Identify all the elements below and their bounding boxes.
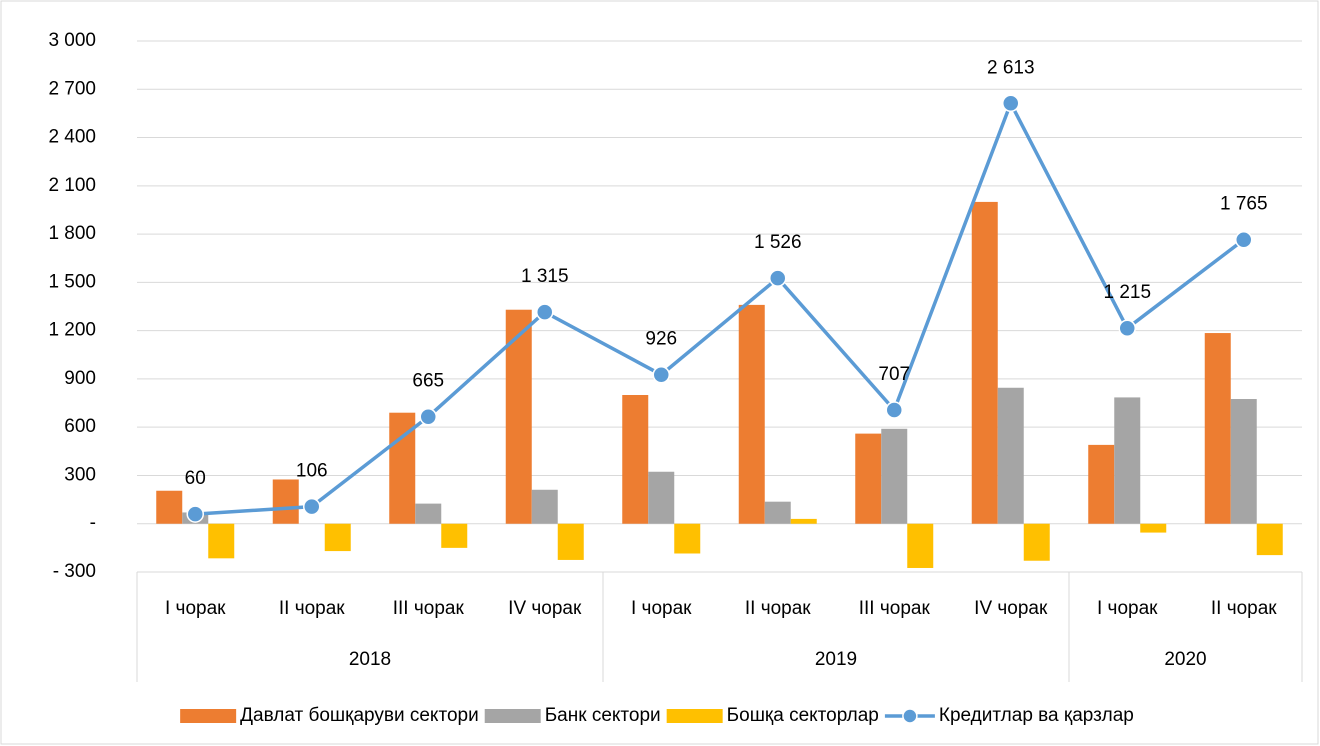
x-tick-label: IV чорак: [508, 598, 582, 619]
y-tick-label: 2 400: [48, 127, 96, 148]
bar: [1256, 523, 1283, 556]
legend-swatch: [484, 709, 541, 723]
y-tick-label: 2 700: [48, 78, 96, 99]
bar: [557, 523, 584, 560]
bar: [531, 489, 558, 524]
y-tick-label: 1 200: [48, 320, 96, 341]
data-label: 106: [296, 461, 328, 482]
x-tick-label: III чорак: [393, 598, 465, 619]
legend-label: Бошқа секторлар: [727, 705, 879, 726]
group-label: 2019: [815, 649, 857, 670]
group-label: 2020: [1164, 649, 1206, 670]
legend-swatch: [902, 708, 918, 724]
x-tick-label: I чорак: [1097, 598, 1158, 619]
legend-swatch: [180, 709, 237, 723]
data-label: 1 215: [1103, 282, 1151, 303]
y-tick-label: 1 800: [48, 223, 96, 244]
legend-label: Давлат бошқаруви сектори: [240, 705, 479, 726]
bar: [622, 395, 649, 524]
x-tick-label: II чорак: [279, 598, 345, 619]
bar: [648, 471, 675, 524]
bar: [764, 501, 791, 524]
line-marker: [303, 497, 321, 516]
group-label: 2018: [349, 649, 391, 670]
bar: [674, 523, 701, 554]
line-marker: [419, 407, 437, 426]
y-tick-label: 1 500: [48, 271, 96, 292]
bar: [738, 304, 765, 524]
bar: [997, 387, 1024, 524]
bar: [1230, 399, 1257, 524]
x-tick-label: IV чорак: [974, 598, 1048, 619]
bar: [272, 479, 299, 524]
y-tick-label: 3 000: [48, 30, 96, 51]
y-tick-label: 300: [64, 464, 96, 485]
data-label: 926: [645, 329, 677, 350]
data-label: 2 613: [987, 57, 1035, 78]
line-marker: [186, 505, 204, 523]
y-tick-label: 600: [64, 416, 96, 437]
data-label: 60: [185, 468, 206, 489]
y-tick-label: - 300: [53, 561, 96, 582]
bar: [1023, 523, 1050, 561]
bar: [1140, 523, 1167, 533]
data-label: 707: [878, 364, 910, 385]
bar: [881, 428, 908, 524]
bar: [1204, 333, 1231, 524]
line-marker: [769, 269, 787, 287]
bar: [790, 518, 817, 524]
bar: [971, 201, 998, 524]
legend-label: Банк сектори: [545, 705, 661, 726]
x-tick-label: I чорак: [631, 598, 692, 619]
line: [195, 98, 1245, 516]
data-label: 665: [412, 371, 444, 392]
data-label: 1 526: [754, 232, 802, 253]
line-marker: [536, 303, 554, 321]
bar: [415, 503, 442, 524]
bar: [1088, 444, 1115, 524]
y-tick-label: 2 100: [48, 175, 96, 196]
legend-label: Кредитлар ва қарзлар: [939, 705, 1134, 726]
legend-swatch: [666, 709, 723, 723]
data-label: 1 765: [1220, 194, 1268, 215]
x-tick-label: III чорак: [859, 598, 931, 619]
data-label: 1 315: [521, 266, 569, 287]
y-tick-label: -: [90, 513, 96, 534]
line-marker: [1002, 94, 1020, 113]
bar: [441, 523, 468, 548]
bar: [907, 523, 934, 568]
line-marker: [1235, 230, 1253, 249]
line-marker: [1118, 319, 1136, 337]
x-tick-label: II чорак: [1211, 598, 1277, 619]
x-tick-label: II чорак: [745, 598, 811, 619]
line-marker: [885, 401, 903, 419]
bar: [855, 433, 882, 524]
line-marker: [652, 365, 670, 384]
bar: [1114, 397, 1141, 524]
x-tick-label: I чорак: [165, 598, 226, 619]
bar: [208, 523, 235, 559]
bar: [324, 523, 351, 552]
bar: [156, 490, 183, 524]
y-tick-label: 900: [64, 368, 96, 389]
